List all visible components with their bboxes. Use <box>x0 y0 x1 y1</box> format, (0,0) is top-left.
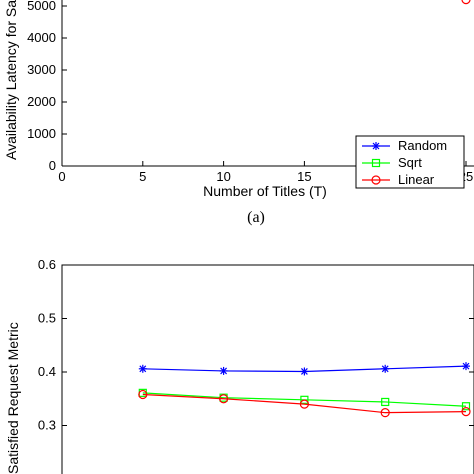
point-linear <box>380 408 390 418</box>
top-y-tick-label: 0 <box>49 158 56 173</box>
point-random <box>462 362 470 371</box>
point-random <box>381 364 390 373</box>
top-y-axis-label: Availability Latency for Sa <box>3 0 19 160</box>
subfigure-caption: (a) <box>247 209 265 226</box>
legend: Random Sqrt Linear <box>355 135 465 189</box>
legend-item-linear: Linear <box>362 172 435 187</box>
bottom-y-tick-label: 0.5 <box>38 311 56 326</box>
point-sqrt <box>300 395 309 404</box>
legend-marker-sqrt <box>371 158 381 168</box>
point-random <box>138 364 147 373</box>
bottom-plot-frame <box>61 264 474 474</box>
bottom-y-axis-label: Satisfied Request Metric <box>5 322 21 474</box>
point-random <box>300 367 309 376</box>
legend-label: Linear <box>398 172 435 187</box>
point-linear <box>219 394 229 404</box>
bottom-y-tick-label: 0.4 <box>38 364 56 379</box>
top-y-tick-label: 3000 <box>27 62 56 77</box>
point-linear <box>461 406 471 417</box>
legend-item-random: Random <box>362 138 447 153</box>
top-x-tick-label: 10 <box>216 169 230 184</box>
legend-label: Random <box>398 138 447 153</box>
series-line-linear <box>142 393 467 414</box>
legend-item-sqrt: Sqrt <box>362 155 422 170</box>
point-linear <box>299 399 309 409</box>
bottom-y-tick-label: 0.2 <box>38 471 56 474</box>
bottom-y-tick-label: 0.3 <box>38 418 56 433</box>
point-sqrt <box>381 397 390 407</box>
top-y-tick-label: 1000 <box>27 126 56 141</box>
bottom-chart: 0.2 0.3 0.4 0.5 0.6 Satisfied Request Metric <box>5 257 474 474</box>
top-y-tick-label: 2000 <box>27 94 56 109</box>
legend-marker-linear <box>371 175 381 185</box>
top-y-tick-label: 5000 <box>27 0 56 13</box>
top-x-axis-label: Number of Titles (T) <box>203 183 327 199</box>
top-y-tick-label: 4000 <box>27 30 56 45</box>
bottom-y-tick-label: 0.6 <box>38 257 56 272</box>
point-sqrt <box>461 402 471 411</box>
point-linear <box>138 389 148 400</box>
top-point-linear <box>461 0 471 5</box>
top-x-tick-label: 5 <box>139 169 146 184</box>
top-x-tick-label: 15 <box>297 169 311 184</box>
legend-label: Sqrt <box>398 155 422 170</box>
point-random <box>219 366 228 375</box>
legend-marker-random <box>372 142 380 150</box>
top-x-tick-label: 0 <box>58 169 65 184</box>
